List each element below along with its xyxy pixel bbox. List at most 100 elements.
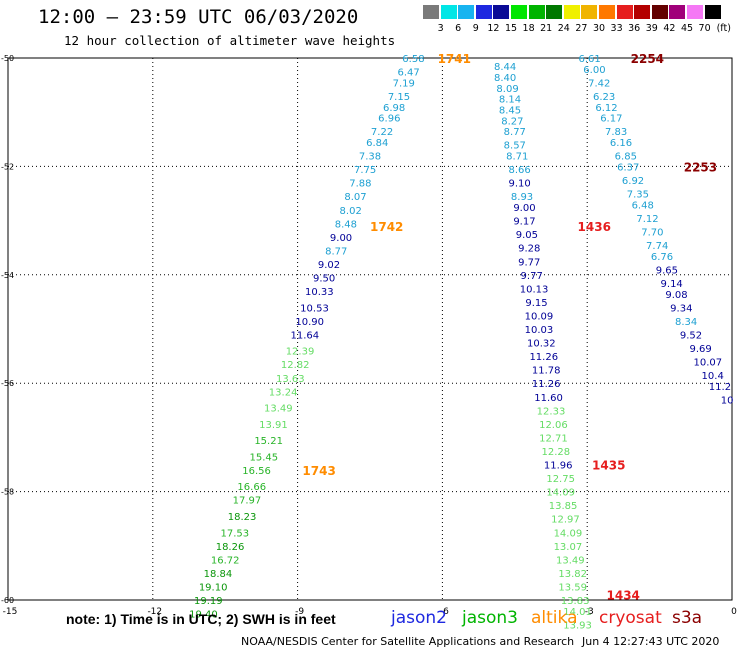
wave-height-value: 13.83 — [561, 596, 590, 607]
wave-height-value: 12.39 — [286, 347, 315, 358]
wave-height-value: 9.00 — [330, 233, 352, 244]
wave-height-value: 8.27 — [501, 116, 523, 127]
wave-height-value: 14.09 — [546, 488, 575, 499]
wave-height-value: 10 — [721, 395, 734, 406]
scale-label: 9 — [472, 23, 479, 34]
wave-height-value: 12.71 — [539, 433, 568, 444]
wave-height-value: 11.60 — [534, 393, 563, 404]
wave-height-value: 16.72 — [211, 555, 240, 566]
wave-height-value: 17.53 — [221, 528, 250, 539]
wave-height-value: 9.10 — [508, 179, 530, 190]
wave-height-value: 9.34 — [670, 303, 692, 314]
wave-height-value: 6.17 — [600, 114, 622, 125]
scale-swatch — [634, 5, 651, 19]
x-tick-label: -3 — [585, 607, 594, 617]
wave-height-value: 8.45 — [499, 105, 521, 116]
wave-height-value: 17.97 — [233, 496, 262, 507]
scale-swatch — [599, 5, 615, 19]
units-note: note: 1) Time is in UTC; 2) SWH is in fe… — [66, 611, 336, 627]
x-tick-label: -6 — [440, 607, 449, 617]
wave-height-value: 8.77 — [504, 127, 526, 138]
wave-height-value: 19.10 — [199, 582, 228, 593]
wave-height-value: 7.74 — [646, 241, 668, 252]
wave-height-value: 6.23 — [593, 92, 615, 103]
wave-height-value: 8.07 — [344, 192, 366, 203]
scale-swatch — [440, 5, 457, 19]
scale-label: 15 — [504, 23, 518, 34]
wave-height-value: 11.78 — [532, 366, 561, 377]
legend-item-jason3: jason3 — [462, 608, 518, 628]
scale-swatch — [475, 5, 492, 19]
wave-height-value: 19.19 — [194, 596, 223, 607]
x-tick-label: -15 — [3, 607, 18, 617]
wave-height-value: 13.63 — [276, 374, 305, 385]
wave-height-value: 8.93 — [511, 192, 533, 203]
wave-height-value: 15.45 — [249, 452, 278, 463]
map-subtitle: 12 hour collection of altimeter wave hei… — [64, 33, 396, 48]
wave-height-value: 8.02 — [340, 206, 362, 217]
wave-height-value: 8.77 — [325, 246, 347, 257]
wave-height-value: 9.69 — [689, 344, 711, 355]
pass-time-label: 1434 — [607, 589, 640, 603]
wave-height-value: 8.57 — [504, 141, 526, 152]
legend-item-s3a: s3a — [672, 608, 703, 628]
y-tick-label: -60 — [1, 596, 14, 605]
wave-height-value: 7.70 — [641, 227, 663, 238]
wave-height-value: 11.26 — [532, 379, 561, 390]
wave-height-value: 7.35 — [627, 190, 649, 201]
wave-height-value: 6.61 — [578, 54, 600, 65]
wave-height-value: 6.76 — [651, 252, 673, 263]
wave-height-value: 13.59 — [558, 582, 587, 593]
wave-height-value: 7.15 — [388, 92, 410, 103]
scale-label: 24 — [557, 23, 570, 34]
scale-swatch — [687, 5, 703, 19]
wave-height-value: 8.34 — [675, 317, 697, 328]
wave-height-value: 11.2 — [709, 382, 731, 393]
wave-height-value: 9.14 — [661, 279, 683, 290]
wave-height-value: 10.09 — [525, 311, 554, 322]
wave-height-value: 9.77 — [518, 257, 540, 268]
footer-timestamp: Jun 4 12:27:43 UTC 2020 — [582, 635, 720, 648]
scale-label: 12 — [487, 23, 500, 34]
y-tick-label: -58 — [1, 488, 14, 497]
scale-swatch — [563, 5, 580, 19]
wave-height-value: 18.23 — [228, 512, 257, 523]
wave-height-value: 18.26 — [216, 542, 245, 553]
wave-height-value: 11.26 — [529, 352, 558, 363]
scale-swatch — [704, 5, 721, 19]
wave-height-value: 10.13 — [520, 284, 549, 295]
plot-frame — [7, 57, 733, 601]
wave-height-value: 10.32 — [527, 339, 556, 350]
x-tick-label: -9 — [295, 607, 304, 617]
wave-height-value: 6.00 — [583, 65, 605, 76]
wave-height-value: 10.03 — [525, 325, 554, 336]
scale-label: 6 — [455, 23, 462, 34]
scale-swatch — [669, 5, 686, 19]
scale-label: 27 — [575, 23, 588, 34]
footer-credit: NOAA/NESDIS Center for Satellite Applica… — [241, 635, 575, 648]
wave-height-value: 7.22 — [371, 127, 393, 138]
scale-swatch — [493, 5, 510, 19]
pass-time-label: 1743 — [302, 464, 335, 478]
wave-height-value: 9.08 — [665, 290, 687, 301]
wave-height-value: 6.85 — [615, 152, 637, 163]
wave-height-value: 13.07 — [554, 542, 583, 553]
wave-height-value: 8.66 — [508, 165, 530, 176]
scale-label: 33 — [610, 23, 623, 34]
wave-height-value: 13.93 — [563, 620, 592, 631]
wave-height-value: 9.50 — [313, 274, 335, 285]
wave-height-value: 6.98 — [383, 103, 405, 114]
wave-height-value: 10.53 — [300, 303, 329, 314]
y-tick-label: -54 — [1, 271, 14, 280]
wave-height-value: 12.28 — [542, 447, 571, 458]
wave-height-value: 18.84 — [204, 569, 233, 580]
pass-time-label: 1436 — [578, 220, 611, 234]
wave-height-value: 13.49 — [556, 555, 585, 566]
wave-height-value: 6.48 — [632, 200, 654, 211]
pass-time-label: 1741 — [438, 52, 471, 66]
wave-height-value: 7.75 — [354, 165, 376, 176]
wave-height-value: 8.14 — [499, 95, 521, 106]
scale-label: 45 — [680, 23, 694, 34]
wave-height-value: 9.65 — [656, 265, 678, 276]
wave-height-value: 13.24 — [269, 387, 298, 398]
